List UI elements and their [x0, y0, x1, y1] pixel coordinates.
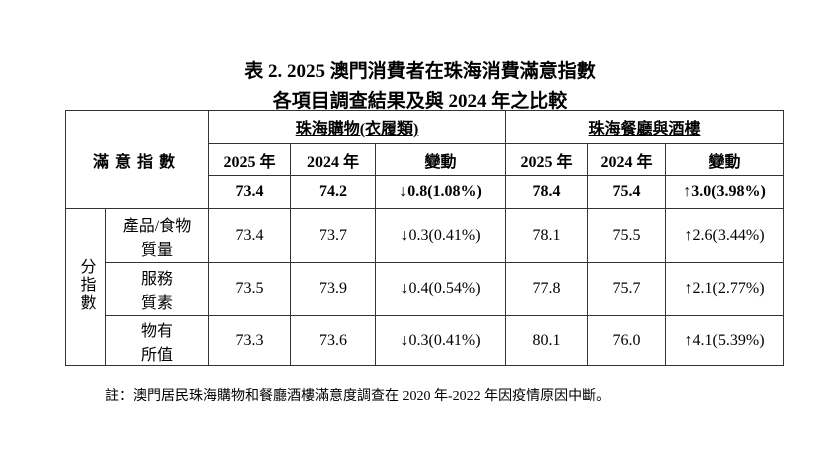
column-header: 2024 年 — [290, 143, 377, 176]
cell: ↑2.1(2.77%) — [665, 262, 785, 316]
overall-cell: 75.4 — [587, 175, 667, 209]
sub-index-text: 分指數 — [77, 257, 95, 312]
overall-cell: 78.4 — [505, 175, 589, 209]
cell: 75.7 — [587, 262, 667, 316]
row-label-line: 質素 — [141, 295, 174, 312]
cell: 73.9 — [290, 262, 377, 316]
overall-cell: 74.2 — [290, 175, 377, 209]
cell: ↑4.1(5.39%) — [665, 315, 785, 366]
cell: 78.1 — [505, 208, 589, 263]
cell: 73.7 — [290, 208, 377, 263]
row-label: 產品/食物質量 — [104, 208, 210, 263]
title-line: 表 2. 2025 澳門消費者在珠海消費滿意指數 — [244, 61, 596, 82]
cell: 73.6 — [290, 315, 377, 366]
column-header: 2025 年 — [505, 143, 589, 176]
row-label-line: 產品/食物 — [122, 217, 192, 235]
cell: ↓0.3(0.41%) — [375, 315, 507, 366]
cell: 76.0 — [587, 315, 667, 366]
cell: ↓0.3(0.41%) — [375, 208, 507, 263]
footnote: 註：澳門居民珠海購物和餐廳酒樓滿意度調查在 2020 年-2022 年因疫情原因… — [105, 389, 611, 404]
column-header: 2024 年 — [587, 143, 667, 176]
corner-header: 滿意指數 — [64, 110, 210, 209]
overall-cell: 73.4 — [208, 175, 292, 209]
cell: 75.5 — [587, 208, 667, 263]
title-line: 各項目調查結果及與 2024 年之比較 — [272, 91, 568, 112]
column-header: 變動 — [665, 143, 785, 176]
cell: 73.4 — [208, 208, 292, 263]
table: 滿意指數 珠海購物(衣履類) 珠海餐廳與酒樓 2025 年 2024 年變動 202… — [64, 110, 785, 366]
row-label-line: 所值 — [141, 346, 174, 364]
row-label-line: 服務 — [141, 271, 174, 288]
row-label: 物有 所值 — [104, 315, 210, 366]
cell: 73.3 — [208, 315, 292, 366]
cell: 77.8 — [505, 262, 589, 316]
column-header: 2025 年 — [208, 143, 292, 176]
cell: 80.1 — [505, 315, 589, 366]
cell: 73.5 — [208, 262, 292, 316]
row-label: 服務 質素 — [104, 262, 210, 316]
row-label-line: 質量 — [141, 241, 174, 259]
row-label-line: 物有 — [141, 322, 174, 340]
sub-index-label: 分指數 — [65, 208, 106, 366]
overall-cell: ↓0.8(1.08%) — [375, 175, 507, 209]
group-header: 珠海餐廳與酒樓 — [505, 110, 785, 144]
cell: ↑2.6(3.44%) — [665, 208, 785, 263]
cell: ↓0.4(0.54%) — [375, 262, 507, 316]
overall-cell: ↑3.0(3.98%) — [665, 175, 785, 209]
column-header: 變動 — [375, 143, 507, 176]
group-header: 珠海購物(衣履類) — [208, 110, 507, 144]
